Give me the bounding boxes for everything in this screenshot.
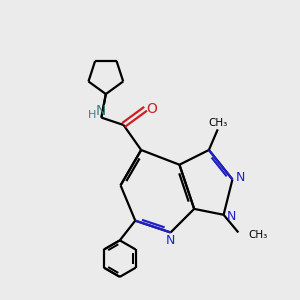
Text: N: N [236,172,245,184]
Text: O: O [147,102,158,116]
Text: CH₃: CH₃ [249,230,268,240]
Text: N: N [166,234,175,247]
Text: N: N [96,104,106,118]
Text: H: H [88,110,96,120]
Text: N: N [227,210,236,223]
Text: CH₃: CH₃ [209,118,228,128]
